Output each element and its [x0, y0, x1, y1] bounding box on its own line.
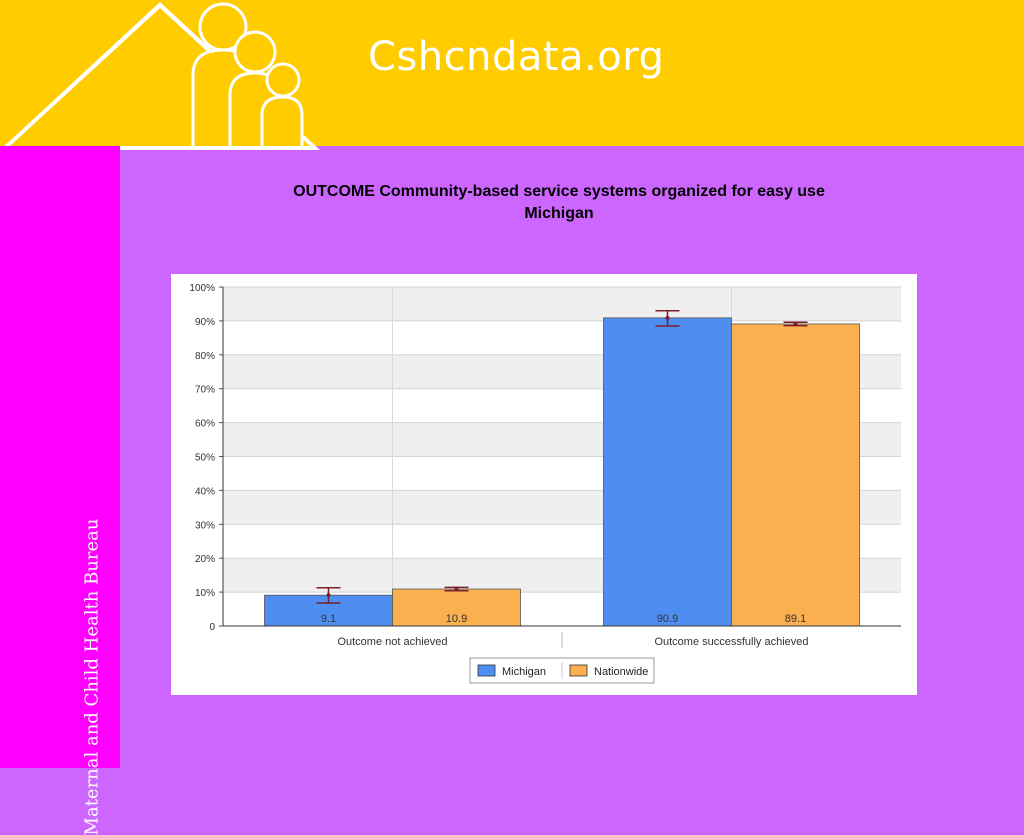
y-tick-label: 80%	[195, 351, 215, 362]
sidebar: Maternal and Child Health Bureau	[0, 146, 120, 835]
x-category-label: Outcome not achieved	[337, 636, 447, 648]
bar-nationwide	[392, 588, 521, 627]
x-category-label: Outcome successfully achieved	[654, 636, 808, 648]
error-point	[793, 321, 798, 326]
y-tick-label: 10%	[195, 588, 215, 599]
bar-chart: 0 10% 20% 30% 40% 50% 60% 70% 80% 90% 100% 9.1 10.9 O…	[189, 283, 901, 684]
y-tick-label: 70%	[195, 385, 215, 396]
y-tick-label: 20%	[195, 554, 215, 565]
bar-value-label: 10.9	[446, 613, 467, 625]
bar-value-label: 89.1	[785, 613, 806, 625]
site-title: Cshcndata.org	[368, 34, 665, 80]
legend-label: Michigan	[502, 666, 546, 678]
legend-swatch-nationwide	[569, 664, 588, 677]
chart-panel: 0 10% 20% 30% 40% 50% 60% 70% 80% 90% 100% 9.1 10.9 O…	[171, 274, 917, 695]
error-point	[454, 587, 459, 592]
chart-title: OUTCOME Community-based service systems …	[200, 181, 918, 225]
error-point	[326, 593, 331, 598]
chart-title-line1: OUTCOME Community-based service systems …	[293, 183, 825, 200]
y-tick-label: 50%	[195, 453, 215, 464]
header-banner: Cshcndata.org	[0, 0, 1024, 150]
bar-value-label: 9.1	[321, 613, 336, 625]
y-tick-label: 100%	[189, 283, 215, 294]
bar-nationwide	[731, 323, 860, 627]
y-tick-label: 60%	[195, 419, 215, 430]
error-point	[665, 315, 670, 320]
family-house-logo-icon	[0, 2, 320, 150]
y-tick-label: 90%	[195, 317, 215, 328]
y-tick-label: 30%	[195, 520, 215, 531]
legend-swatch-michigan	[477, 664, 496, 677]
y-tick-label: 40%	[195, 486, 215, 497]
legend-label: Nationwide	[594, 666, 648, 678]
org-name-vertical: Maternal and Child Health Bureau	[81, 518, 103, 835]
y-tick-label: 0	[209, 622, 215, 633]
bar-value-label: 90.9	[657, 613, 678, 625]
chart-subtitle: Michigan	[524, 205, 594, 222]
bar-michigan	[603, 317, 732, 627]
grid-band	[223, 287, 901, 321]
